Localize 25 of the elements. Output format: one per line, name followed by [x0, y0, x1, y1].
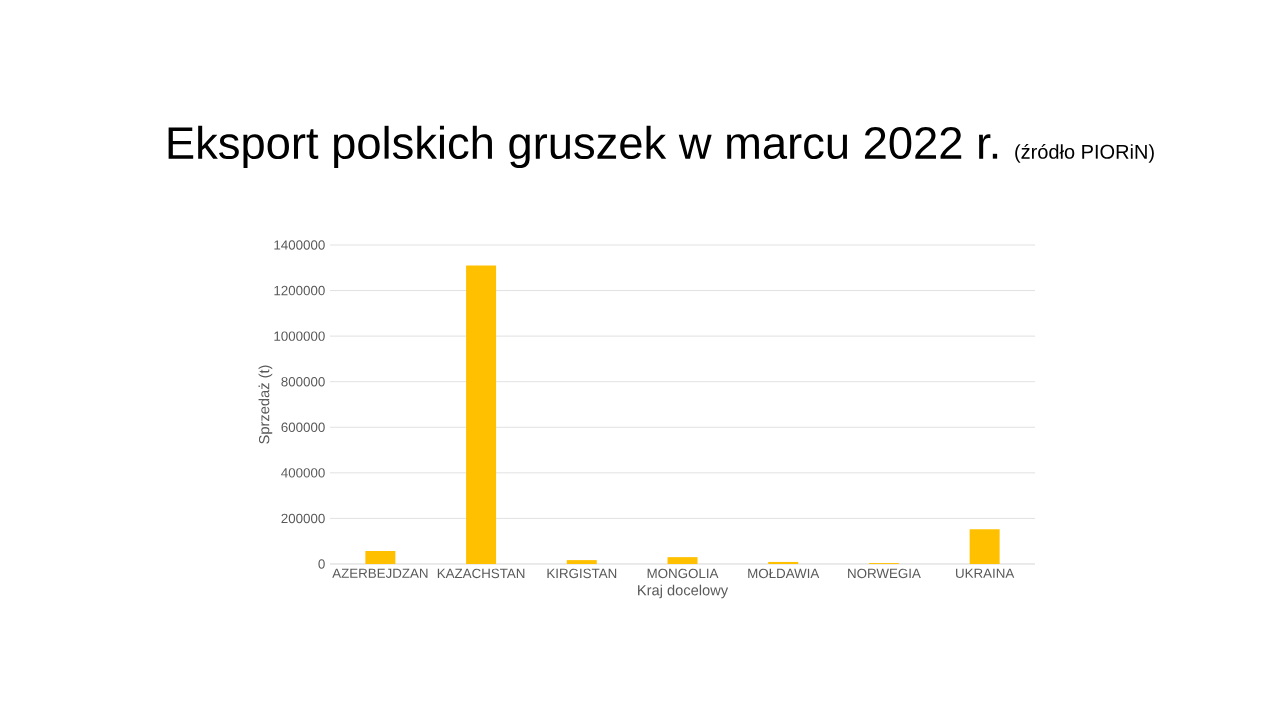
y-tick-label: 0	[318, 559, 325, 569]
y-tick-label: 1000000	[274, 331, 325, 341]
x-tick-label: MONGOLIA	[647, 568, 719, 579]
x-axis-title: Kraj docelowy	[638, 584, 729, 599]
bar	[566, 560, 597, 564]
bar	[365, 551, 396, 564]
bar	[667, 557, 698, 564]
y-tick-label: 400000	[281, 468, 325, 478]
y-axis-title: Sprzedaż (t)	[258, 365, 273, 444]
bar	[969, 529, 1000, 564]
y-tick-label: 200000	[281, 513, 325, 524]
bar	[466, 265, 497, 564]
x-tick-label: UKRAINA	[956, 568, 1015, 578]
x-tick-label: NORWEGIA	[848, 568, 921, 579]
x-tick-label: KAZACHSTAN	[437, 568, 525, 579]
y-tick-label: 600000	[281, 422, 325, 432]
x-tick-label: MOŁDAWIA	[748, 568, 820, 579]
bar	[768, 561, 799, 564]
x-tick-label: KIRGISTAN	[547, 568, 617, 579]
y-tick-label: 1200000	[274, 285, 325, 296]
chart-title: Eksport polskich gruszek w marcu 2022 r.	[168, 125, 998, 169]
y-tick-label: 1400000	[274, 240, 325, 250]
y-tick-label: 800000	[281, 376, 325, 387]
text: (źródło PIORiN)	[1015, 143, 1154, 163]
x-tick-label: AZERBEJDZAN	[332, 568, 428, 578]
